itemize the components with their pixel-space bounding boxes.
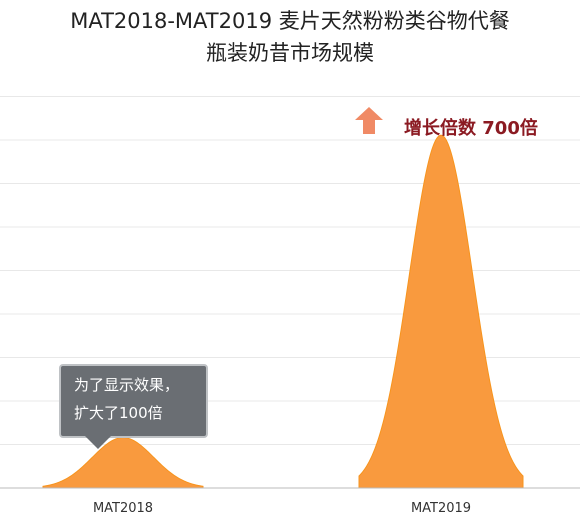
up-arrow-icon: [355, 107, 383, 134]
callout-pointer: [85, 436, 111, 449]
chart-title-line-2: 瓶装奶昔市场规模: [206, 41, 374, 65]
growth-label: 增长倍数 700倍: [404, 117, 538, 139]
callout: 为了显示效果， 扩大了100倍: [59, 364, 208, 449]
chart-title-line-1: MAT2018-MAT2019 麦片天然粉粉类谷物代餐: [70, 9, 510, 33]
x-tick-label-mat2019: MAT2019: [411, 501, 471, 516]
callout-line-2: 扩大了100倍: [74, 404, 163, 422]
area-peak-mat2019: [358, 134, 524, 489]
growth-annotation: 增长倍数 700倍: [355, 107, 538, 139]
x-tick-label-mat2018: MAT2018: [93, 501, 153, 516]
area-series: [42, 134, 524, 489]
callout-line-1: 为了显示效果，: [74, 376, 179, 394]
callout-box: [59, 364, 208, 438]
area-peak-mat2018: [42, 437, 204, 489]
